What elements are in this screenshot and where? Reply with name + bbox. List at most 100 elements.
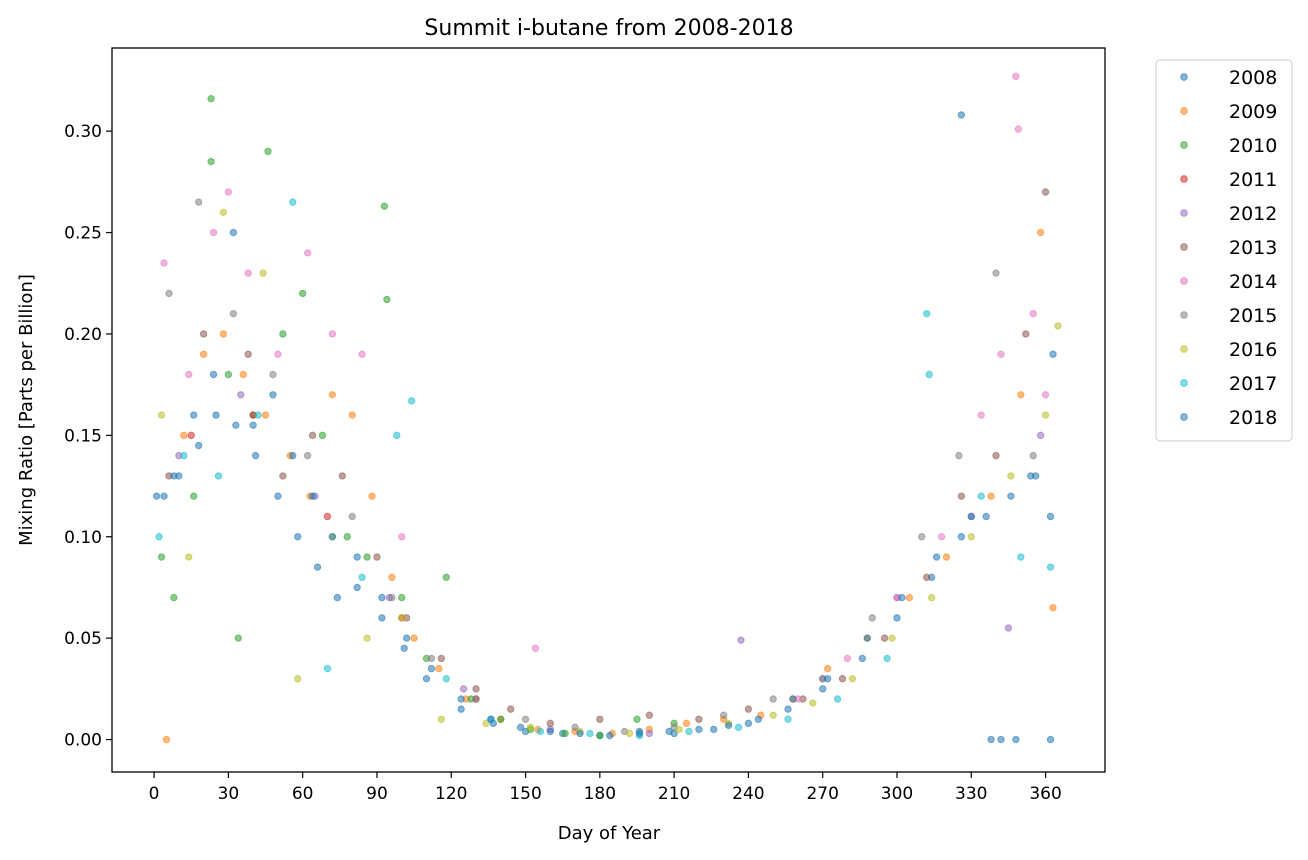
data-point [457, 695, 465, 703]
data-point [923, 573, 931, 582]
data-point [531, 644, 540, 652]
x-tick-label: 150 [509, 784, 541, 804]
data-point [207, 157, 215, 166]
data-point [1049, 350, 1057, 358]
data-point [348, 512, 356, 521]
data-point [769, 711, 777, 719]
data-point [373, 553, 381, 561]
data-point [1007, 472, 1015, 480]
data-point [997, 735, 1005, 744]
data-point [170, 472, 178, 480]
x-tick-label: 30 [218, 784, 240, 804]
data-point [194, 198, 203, 206]
data-point [1031, 472, 1040, 480]
data-point [459, 685, 468, 693]
data-point [1054, 322, 1062, 330]
data-point [224, 370, 233, 379]
data-point [244, 269, 252, 277]
data-point [987, 492, 995, 500]
data-point [152, 492, 161, 500]
data-point [596, 715, 604, 723]
data-point [526, 723, 535, 732]
data-point [1017, 391, 1025, 399]
data-point [185, 370, 193, 379]
data-point [838, 675, 847, 683]
legend-marker [1180, 311, 1188, 319]
data-point [157, 553, 166, 561]
data-point [982, 512, 990, 521]
data-point [264, 147, 272, 156]
y-axis-label: Mixing Ratio [Parts per Billion] [16, 274, 37, 546]
x-tick-label: 360 [1029, 784, 1061, 804]
x-tick-label: 0 [149, 784, 160, 804]
x-tick-label: 300 [881, 784, 913, 804]
data-point [274, 350, 282, 358]
x-tick-label: 180 [584, 784, 616, 804]
data-point [848, 675, 857, 683]
data-point [932, 553, 941, 561]
legend-label: 2012 [1229, 203, 1277, 225]
data-point [1041, 188, 1050, 196]
data-point [1012, 735, 1020, 744]
data-point [294, 675, 302, 683]
data-point [737, 636, 745, 644]
data-point [157, 411, 166, 419]
data-point [279, 330, 287, 338]
data-point [1041, 411, 1050, 419]
data-point [633, 715, 641, 723]
data-point [957, 533, 966, 541]
data-point [546, 727, 555, 736]
data-point [977, 492, 985, 500]
data-point [180, 451, 188, 460]
data-point [823, 675, 832, 683]
data-point [635, 729, 644, 738]
data-point [482, 719, 490, 728]
data-point [442, 573, 451, 582]
data-point [194, 441, 203, 450]
data-point [180, 431, 188, 440]
data-point [209, 370, 218, 379]
data-point [380, 202, 389, 210]
data-point [645, 729, 654, 738]
y-tick-label: 0.15 [64, 426, 102, 446]
data-point [219, 330, 228, 338]
data-point [358, 350, 366, 358]
data-point [625, 729, 634, 738]
legend-marker [1180, 175, 1188, 183]
data-point [675, 725, 683, 734]
data-point [229, 309, 238, 318]
data-point [472, 685, 480, 693]
data-point [407, 397, 416, 405]
data-point [516, 723, 525, 732]
legend-marker [1180, 73, 1188, 81]
data-point [422, 675, 431, 683]
series-2016 [157, 208, 1062, 738]
data-point [1036, 228, 1045, 237]
data-point [992, 451, 1000, 460]
chart-title: Summit i-butane from 2008-2018 [424, 16, 793, 41]
data-point [437, 654, 446, 663]
data-point [561, 729, 569, 738]
data-point [1049, 604, 1057, 612]
data-point [992, 269, 1000, 277]
data-point [472, 695, 480, 703]
legend-label: 2017 [1229, 373, 1277, 395]
data-point [239, 370, 247, 379]
data-point [185, 553, 193, 561]
data-point [303, 249, 312, 257]
legend-label: 2016 [1229, 339, 1277, 361]
data-point [497, 715, 505, 723]
data-point [819, 685, 827, 693]
data-point [274, 492, 282, 500]
y-tick-label: 0.30 [64, 122, 102, 142]
data-point [353, 583, 361, 592]
data-point [1029, 451, 1037, 460]
data-point [967, 533, 975, 541]
data-point [880, 634, 889, 642]
data-point [937, 533, 946, 541]
data-point [328, 391, 337, 399]
data-point [665, 727, 673, 736]
legend-marker [1180, 243, 1188, 251]
data-point [858, 654, 867, 663]
data-point [1046, 563, 1055, 571]
